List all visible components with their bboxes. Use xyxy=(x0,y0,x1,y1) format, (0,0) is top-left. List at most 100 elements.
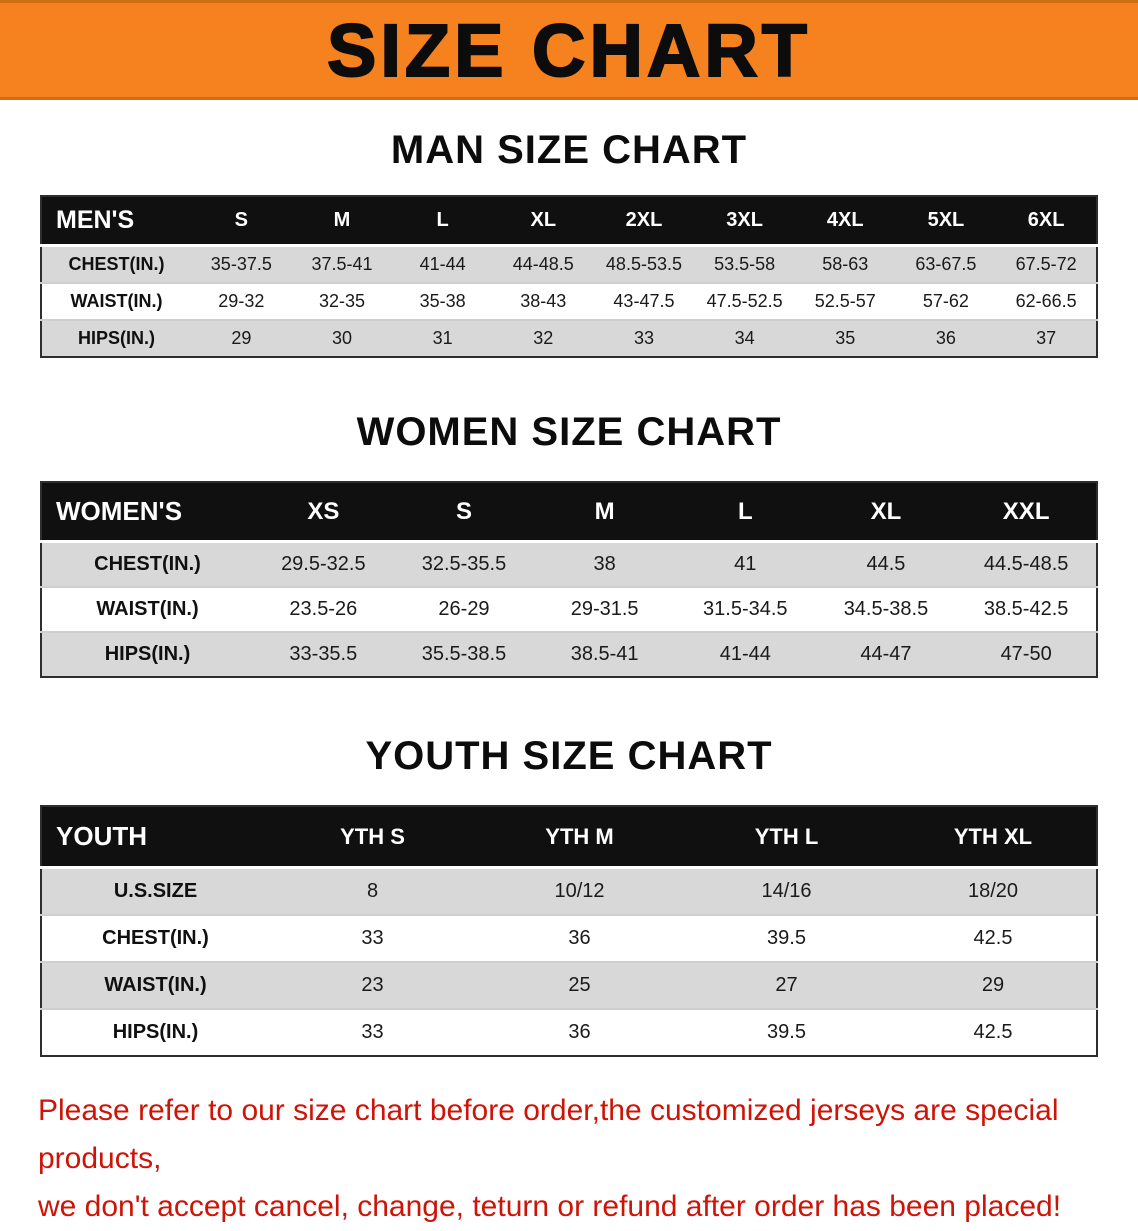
row-label: HIPS(IN.) xyxy=(112,1021,199,1043)
size-value: 30 xyxy=(331,328,352,348)
size-value: 38.5-41 xyxy=(570,643,639,665)
page-title: SIZE CHART xyxy=(326,8,811,93)
size-value: 44-48.5 xyxy=(512,254,574,274)
size-value: 29 xyxy=(231,328,252,348)
banner: SIZE CHART xyxy=(0,0,1138,100)
row-label: HIPS(IN.) xyxy=(77,328,155,348)
footer-note: Please refer to our size chart before or… xyxy=(38,1087,1104,1231)
size-value: 62-66.5 xyxy=(1015,291,1077,311)
size-value: 29 xyxy=(981,974,1005,996)
size-value: 31 xyxy=(432,328,453,348)
size-value: 41-44 xyxy=(419,254,466,274)
size-row: HIPS(IN.) 33 36 39.5 42.5 xyxy=(41,1009,1097,1056)
size-column-header: XXL xyxy=(956,482,1097,542)
footer-note-line-2: we don't accept cancel, change, teturn o… xyxy=(38,1190,1062,1223)
row-label: CHEST(IN.) xyxy=(94,553,201,575)
size-value: 44.5-48.5 xyxy=(983,553,1069,575)
youth-section-heading: YOUTH SIZE CHART xyxy=(365,734,773,778)
size-row: HIPS(IN.) 33-35.5 35.5-38.5 38.5-41 41-44 44-… xyxy=(41,632,1097,677)
size-value: 42.5 xyxy=(973,1021,1013,1043)
size-value: 34 xyxy=(734,328,755,348)
size-column-header: S xyxy=(191,196,292,246)
youth-size-table: YOUTH YTH S YTH M YTH L YTH XL U.S.SIZE 8 10/12… xyxy=(40,805,1098,1057)
size-value: 26-29 xyxy=(438,598,490,620)
size-column-header: S xyxy=(393,482,535,542)
women-section-heading: WOMEN SIZE CHART xyxy=(356,410,782,454)
size-row: CHEST(IN.) 33 36 39.5 42.5 xyxy=(41,915,1097,962)
size-value: 37.5-41 xyxy=(311,254,373,274)
size-value: 42.5 xyxy=(973,927,1013,949)
row-label: HIPS(IN.) xyxy=(104,643,191,665)
size-value: 25 xyxy=(568,974,591,996)
size-value: 33 xyxy=(633,328,654,348)
men-size-table: MEN'S S M L XL 2XL 3XL 4XL 5XL 6XL CHEST(IN.) 35-37… xyxy=(40,195,1098,358)
size-row: CHEST(IN.) 29.5-32.5 32.5-35.5 38 41 44.5 44.5… xyxy=(41,541,1097,587)
size-value: 32-35 xyxy=(318,291,365,311)
row-label: CHEST(IN.) xyxy=(68,254,165,274)
size-value: 67.5-72 xyxy=(1015,254,1077,274)
size-value: 32.5-35.5 xyxy=(421,553,507,575)
size-value: 39.5 xyxy=(767,927,806,949)
women-size-section: WOMEN SIZE CHART WOMEN'S XS S M L XL XXL CHEST(… xyxy=(0,410,1138,678)
size-row: WAIST(IN.) 23 25 27 29 xyxy=(41,962,1097,1009)
size-value: 32 xyxy=(533,328,554,348)
size-value: 38.5-42.5 xyxy=(983,598,1069,620)
size-value: 23.5-26 xyxy=(289,598,358,620)
size-column-header: YTH M xyxy=(476,806,683,868)
size-column-header: XL xyxy=(492,196,594,246)
size-column-header: 6XL xyxy=(996,196,1097,246)
size-column-header: YTH S xyxy=(269,806,476,868)
size-value: 29-32 xyxy=(218,291,265,311)
size-value: 35 xyxy=(835,328,856,348)
size-value: 33-35.5 xyxy=(289,643,358,665)
size-value: 35-38 xyxy=(419,291,466,311)
size-value: 23 xyxy=(361,974,384,996)
size-value: 8 xyxy=(366,880,379,902)
row-label: CHEST(IN.) xyxy=(102,927,209,949)
size-column-header: XS xyxy=(253,482,394,542)
table-header-row: WOMEN'S XS S M L XL XXL xyxy=(41,482,1097,542)
size-value: 14/16 xyxy=(761,880,812,902)
size-value: 36 xyxy=(568,927,591,949)
size-value: 36 xyxy=(935,328,956,348)
table-title-cell: YOUTH xyxy=(41,806,269,868)
size-value: 44-47 xyxy=(860,643,912,665)
size-value: 47.5-52.5 xyxy=(706,291,783,311)
size-column-header: M xyxy=(534,482,675,542)
size-row: CHEST(IN.) 35-37.5 37.5-41 41-44 44-48.5 48.5… xyxy=(41,245,1097,283)
size-value: 53.5-58 xyxy=(714,254,776,274)
size-column-header: L xyxy=(392,196,493,246)
row-label: U.S.SIZE xyxy=(113,880,198,902)
row-label: WAIST(IN.) xyxy=(70,291,163,311)
size-value: 38 xyxy=(593,553,616,575)
youth-size-section: YOUTH SIZE CHART YOUTH YTH S YTH M YTH L YTH… xyxy=(0,734,1138,1057)
size-value: 18/20 xyxy=(967,880,1019,902)
men-size-section: MAN SIZE CHART MEN'S S M L XL 2XL 3XL 4XL 5XL 6XL… xyxy=(0,128,1138,358)
size-value: 63-67.5 xyxy=(915,254,977,274)
size-value: 52.5-57 xyxy=(814,291,876,311)
size-value: 41 xyxy=(734,553,757,575)
table-header-row: YOUTH YTH S YTH M YTH L YTH XL xyxy=(41,806,1097,868)
size-row: WAIST(IN.) 29-32 32-35 35-38 38-43 43-47.5 47.… xyxy=(41,283,1097,320)
size-column-header: YTH L xyxy=(683,806,890,868)
size-value: 36 xyxy=(568,1021,591,1043)
size-value: 33 xyxy=(361,927,384,949)
size-value: 43-47.5 xyxy=(613,291,675,311)
size-value: 48.5-53.5 xyxy=(605,254,682,274)
size-column-header: 4XL xyxy=(794,196,896,246)
size-row: U.S.SIZE 8 10/12 14/16 18/20 xyxy=(41,867,1097,915)
size-value: 38-43 xyxy=(520,291,567,311)
size-value: 35-37.5 xyxy=(210,254,272,274)
size-column-header: YTH XL xyxy=(890,806,1097,868)
size-value: 58-63 xyxy=(822,254,869,274)
size-value: 31.5-34.5 xyxy=(703,598,788,620)
size-value: 39.5 xyxy=(767,1021,806,1043)
size-value: 41-44 xyxy=(719,643,771,665)
size-value: 33 xyxy=(361,1021,384,1043)
size-column-header: 3XL xyxy=(694,196,795,246)
table-header-row: MEN'S S M L XL 2XL 3XL 4XL 5XL 6XL xyxy=(41,196,1097,246)
size-column-header: 5XL xyxy=(895,196,997,246)
size-row: HIPS(IN.) 29 30 31 32 33 34 35 36 37 xyxy=(41,320,1097,357)
row-label: WAIST(IN.) xyxy=(104,974,207,996)
table-title-cell: MEN'S xyxy=(41,196,191,246)
